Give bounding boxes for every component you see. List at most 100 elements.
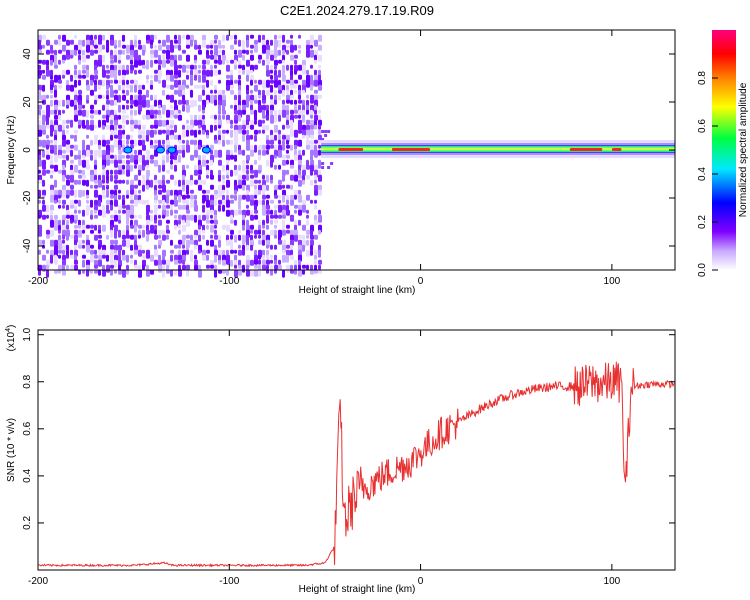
heatmap-cell [58,169,62,174]
heatmap-cell [218,174,221,182]
heatmap-cell [306,234,309,239]
heatmap-cell [262,189,265,196]
heatmap-cell [274,64,277,70]
heatmap-cell [210,44,213,49]
heatmap-cell [130,194,133,200]
heatmap-cell [294,234,298,242]
heatmap-cell [282,134,286,140]
heatmap-cell [82,54,86,63]
heatmap-cell [146,149,150,155]
heatmap-cell [102,254,106,259]
heatmap-cell [58,204,61,209]
heatmap-cell [262,224,265,229]
heatmap-cell [218,199,222,205]
heatmap-cell [134,224,137,233]
heatmap-cell [226,154,230,161]
heatmap-cell [250,119,254,125]
heatmap-cell [126,204,130,211]
heatmap-cell [70,54,73,59]
heatmap-cell [246,219,249,226]
heatmap-cell [170,154,174,160]
heatmap-cell [114,159,118,168]
heatmap-cell [210,54,214,60]
heatmap-cell [278,179,282,185]
heatmap-cell [194,64,197,70]
heatmap-cell [290,109,294,115]
heatmap-cell [158,44,162,51]
heatmap-cell [234,169,238,176]
heatmap-cell [190,39,193,47]
heatmap-cell [198,104,201,112]
heatmap-x-ticks: -200 -100 0 100 [28,30,621,287]
heatmap-cell [250,169,254,174]
heatmap-cell [146,219,150,226]
heatmap-cell [94,189,98,198]
heatmap-cell [242,264,245,273]
heatmap-cell [42,189,46,196]
heatmap-cell [78,99,82,106]
heatmap-cell [106,44,109,53]
heatmap-cell [142,84,145,90]
heatmap-cell [254,229,258,235]
heatmap-cell [282,139,285,146]
heatmap-cell [306,49,310,58]
heatmap-cell [298,269,302,277]
heatmap-cell [86,149,90,157]
heatmap-cell [314,149,318,158]
heatmap-cell [270,54,274,61]
heatmap-cell [90,89,94,96]
heatmap-cell [154,179,158,184]
heatmap-cell [214,234,218,240]
snr-panel: -200 -100 0 100 0.20.40.60.81.0 Height of s… [5,325,676,595]
heatmap-cell [214,39,217,44]
heatmap-cell [278,199,281,204]
heatmap-cell [298,44,301,49]
heatmap-cell [206,199,210,208]
heatmap-cell [62,139,66,147]
heatmap-cell [238,229,241,234]
heatmap-cell [318,54,322,62]
heatmap-cell [214,209,217,216]
heatmap-cell [218,79,221,84]
heatmap-cell [298,139,302,147]
heatmap-cell [138,129,142,136]
heatmap-cell [178,239,182,245]
heatmap-cell [246,209,250,216]
heatmap-cell [214,264,217,271]
x-tick-label: -200 [28,276,48,287]
heatmap-cell [86,64,89,71]
heatmap-cell [102,169,106,176]
heatmap-cell [58,249,62,254]
heatmap-cell [58,84,62,89]
heatmap-cell [54,39,58,45]
heatmap-cell [166,124,170,131]
heatmap-cell [162,234,166,241]
heatmap-cell [146,134,149,142]
heatmap-cell [258,129,261,134]
heatmap-cell [174,124,177,133]
heatmap-cell [126,154,130,159]
heatmap-cell [202,109,205,114]
heatmap-cell [54,254,57,261]
heatmap-cell [46,144,49,150]
heatmap-cell [46,49,50,55]
heatmap-cell [90,199,93,208]
heatmap-cell [274,204,278,209]
heatmap-cell [94,79,97,86]
heatmap-peak [611,148,622,151]
heatmap-cell [178,139,182,144]
heatmap-cell [262,39,266,46]
heatmap-cell [230,229,234,235]
heatmap-cell [298,34,301,39]
heatmap-cell [234,264,237,269]
heatmap-cell [274,134,277,141]
heatmap-cell [194,239,198,246]
heatmap-cell [98,84,101,90]
heatmap-xlabel: Height of straight line (km) [299,285,416,296]
heatmap-cell [158,244,161,249]
heatmap-cell [254,144,257,153]
heatmap-cell [78,179,81,185]
heatmap-cell [150,39,153,46]
heatmap-cell [166,44,170,50]
heatmap-cell [174,39,178,44]
